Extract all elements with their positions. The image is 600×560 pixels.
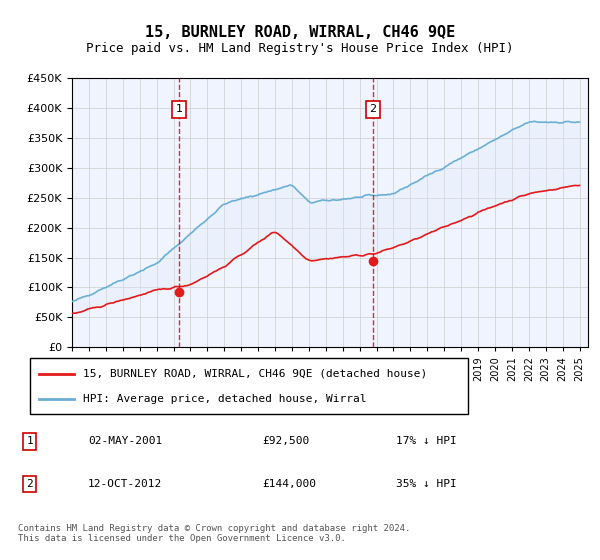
Text: 1: 1	[26, 436, 33, 446]
Text: Price paid vs. HM Land Registry's House Price Index (HPI): Price paid vs. HM Land Registry's House …	[86, 42, 514, 55]
Text: £92,500: £92,500	[262, 436, 310, 446]
Text: 1: 1	[176, 105, 182, 114]
Text: 15, BURNLEY ROAD, WIRRAL, CH46 9QE (detached house): 15, BURNLEY ROAD, WIRRAL, CH46 9QE (deta…	[83, 368, 427, 379]
Text: 35% ↓ HPI: 35% ↓ HPI	[397, 479, 457, 489]
Text: 02-MAY-2001: 02-MAY-2001	[88, 436, 162, 446]
FancyBboxPatch shape	[30, 358, 468, 414]
Text: £144,000: £144,000	[262, 479, 316, 489]
Text: 12-OCT-2012: 12-OCT-2012	[88, 479, 162, 489]
Text: 17% ↓ HPI: 17% ↓ HPI	[397, 436, 457, 446]
Text: HPI: Average price, detached house, Wirral: HPI: Average price, detached house, Wirr…	[83, 394, 366, 404]
Text: 2: 2	[26, 479, 33, 489]
Text: Contains HM Land Registry data © Crown copyright and database right 2024.
This d: Contains HM Land Registry data © Crown c…	[18, 524, 410, 543]
Text: 2: 2	[369, 105, 376, 114]
Text: 15, BURNLEY ROAD, WIRRAL, CH46 9QE: 15, BURNLEY ROAD, WIRRAL, CH46 9QE	[145, 25, 455, 40]
